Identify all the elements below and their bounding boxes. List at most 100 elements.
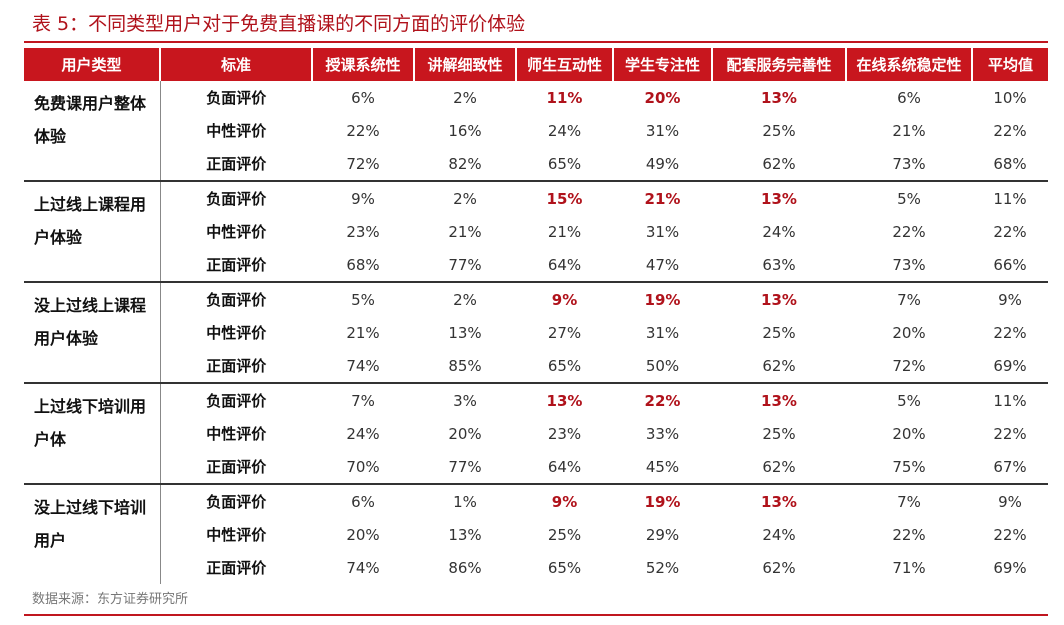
value-cell: 62%	[762, 457, 796, 476]
user-type-label: 没上过线下培训用户	[34, 498, 147, 550]
header-row: 用户类型 标准 授课系统性 讲解细致性 师生互动性 学生专注性 配套服务完善性 …	[24, 48, 1048, 81]
value-cell: 13%	[761, 88, 797, 107]
value-cell: 22%	[892, 222, 926, 241]
value-cell: 69%	[993, 356, 1027, 375]
user-type-cell: 上过线上课程用户体验	[24, 180, 161, 282]
value-cell: 20%	[346, 525, 380, 544]
table-row: 正面评价 74% 85% 65% 50% 62% 72% 69%	[24, 349, 1048, 383]
value-cell: 13%	[712, 483, 846, 518]
value-cell: 47%	[645, 255, 680, 274]
value-cell: 72%	[346, 154, 380, 173]
value-cell: 62%	[762, 558, 796, 577]
value-cell: 77%	[448, 457, 482, 476]
user-type-label: 上过线下培训用户体	[34, 397, 147, 449]
value-cell: 72%	[892, 356, 926, 375]
value-cell: 23%	[346, 222, 380, 241]
value-cell: 22%	[993, 222, 1027, 241]
value-cell: 85%	[448, 356, 482, 375]
value-cell: 29%	[645, 525, 680, 544]
standard-label: 负面评价	[160, 180, 312, 215]
bottom-divider	[24, 614, 1048, 616]
value-cell: 9%	[972, 483, 1048, 518]
user-type-label: 免费课用户整体体验	[34, 94, 147, 146]
column-header-detail: 讲解细致性	[414, 48, 517, 81]
value-cell: 13%	[712, 180, 846, 215]
evaluation-table: 用户类型 标准 授课系统性 讲解细致性 师生互动性 学生专注性 配套服务完善性 …	[24, 48, 1048, 584]
standard-label: 正面评价	[206, 256, 267, 274]
table-row: 中性评价 23% 21% 21% 31% 24% 22% 22%	[24, 215, 1048, 248]
standard-label: 负面评价	[160, 382, 312, 417]
value-cell: 13%	[448, 525, 482, 544]
user-type-label: 上过线上课程用户体验	[34, 195, 147, 247]
value-cell: 6%	[351, 88, 375, 107]
column-header-average: 平均值	[972, 48, 1048, 81]
value-cell: 70%	[346, 457, 380, 476]
value-cell: 24%	[547, 121, 582, 140]
value-cell: 19%	[613, 483, 712, 518]
table-body: 免费课用户整体体验 负面评价 6% 2% 11% 20% 13% 6% 10% 中性评价 22% 16…	[24, 81, 1048, 584]
value-cell: 62%	[762, 154, 796, 173]
value-cell: 67%	[993, 457, 1027, 476]
value-cell: 62%	[762, 356, 796, 375]
value-cell: 21%	[448, 222, 482, 241]
standard-label: 中性评价	[206, 425, 267, 443]
user-type-cell: 没上过线下培训用户	[24, 483, 161, 584]
column-header-stability: 在线系统稳定性	[846, 48, 973, 81]
value-cell: 24%	[762, 525, 796, 544]
standard-label: 正面评价	[206, 458, 267, 476]
value-cell: 2%	[414, 180, 516, 215]
value-cell: 22%	[993, 424, 1027, 443]
value-cell: 27%	[547, 323, 582, 342]
column-header-user-type: 用户类型	[24, 48, 161, 81]
value-cell: 20%	[448, 424, 482, 443]
value-cell: 82%	[448, 154, 482, 173]
value-cell: 50%	[645, 356, 680, 375]
standard-label: 中性评价	[206, 223, 267, 241]
value-cell: 69%	[993, 558, 1027, 577]
value-cell: 9%	[516, 281, 613, 316]
value-cell: 21%	[346, 323, 380, 342]
value-cell: 23%	[547, 424, 582, 443]
table-row: 正面评价 70% 77% 64% 45% 62% 75% 67%	[24, 450, 1048, 484]
user-type-label: 没上过线上课程用户体验	[34, 296, 147, 348]
table-row: 中性评价 22% 16% 24% 31% 25% 21% 22%	[24, 114, 1048, 147]
user-type-cell: 免费课用户整体体验	[24, 81, 161, 181]
standard-label: 中性评价	[206, 324, 267, 342]
value-cell: 15%	[516, 180, 613, 215]
value-cell: 5%	[312, 281, 414, 316]
column-header-service: 配套服务完善性	[712, 48, 847, 81]
column-header-standard: 标准	[160, 48, 313, 81]
value-cell: 22%	[993, 525, 1027, 544]
source-note: 数据来源：东方证券研究所	[32, 592, 189, 607]
value-cell: 77%	[448, 255, 482, 274]
column-header-interaction: 师生互动性	[516, 48, 614, 81]
value-cell: 9%	[516, 483, 613, 518]
value-cell: 74%	[346, 558, 380, 577]
column-header-systematic: 授课系统性	[312, 48, 415, 81]
value-cell: 7%	[846, 483, 972, 518]
value-cell: 20%	[644, 88, 681, 107]
value-cell: 13%	[712, 382, 846, 417]
standard-label: 负面评价	[206, 89, 267, 107]
value-cell: 25%	[547, 525, 582, 544]
value-cell: 22%	[993, 121, 1027, 140]
user-type-cell: 没上过线上课程用户体验	[24, 281, 161, 383]
value-cell: 7%	[846, 281, 972, 316]
value-cell: 7%	[312, 382, 414, 417]
table-title: 表 5：不同类型用户对于免费直播课的不同方面的评价体验	[32, 13, 526, 35]
value-cell: 9%	[312, 180, 414, 215]
value-cell: 65%	[547, 356, 582, 375]
table-row: 上过线下培训用户体 负面评价 7% 3% 13% 22% 13% 5% 11%	[24, 382, 1048, 484]
value-cell: 6%	[897, 88, 921, 107]
value-cell: 10%	[993, 88, 1027, 107]
value-cell: 21%	[613, 180, 712, 215]
value-cell: 21%	[892, 121, 926, 140]
table-row: 上过线上课程用户体验 负面评价 9% 2% 15% 21% 13% 5% 11%	[24, 180, 1048, 282]
table-row: 没上过线上课程用户体验 负面评价 5% 2% 9% 19% 13% 7% 9%	[24, 281, 1048, 383]
value-cell: 11%	[972, 382, 1048, 417]
value-cell: 73%	[892, 154, 926, 173]
title-divider	[24, 41, 1048, 43]
standard-label: 负面评价	[160, 483, 312, 518]
value-cell: 86%	[448, 558, 482, 577]
value-cell: 21%	[547, 222, 582, 241]
